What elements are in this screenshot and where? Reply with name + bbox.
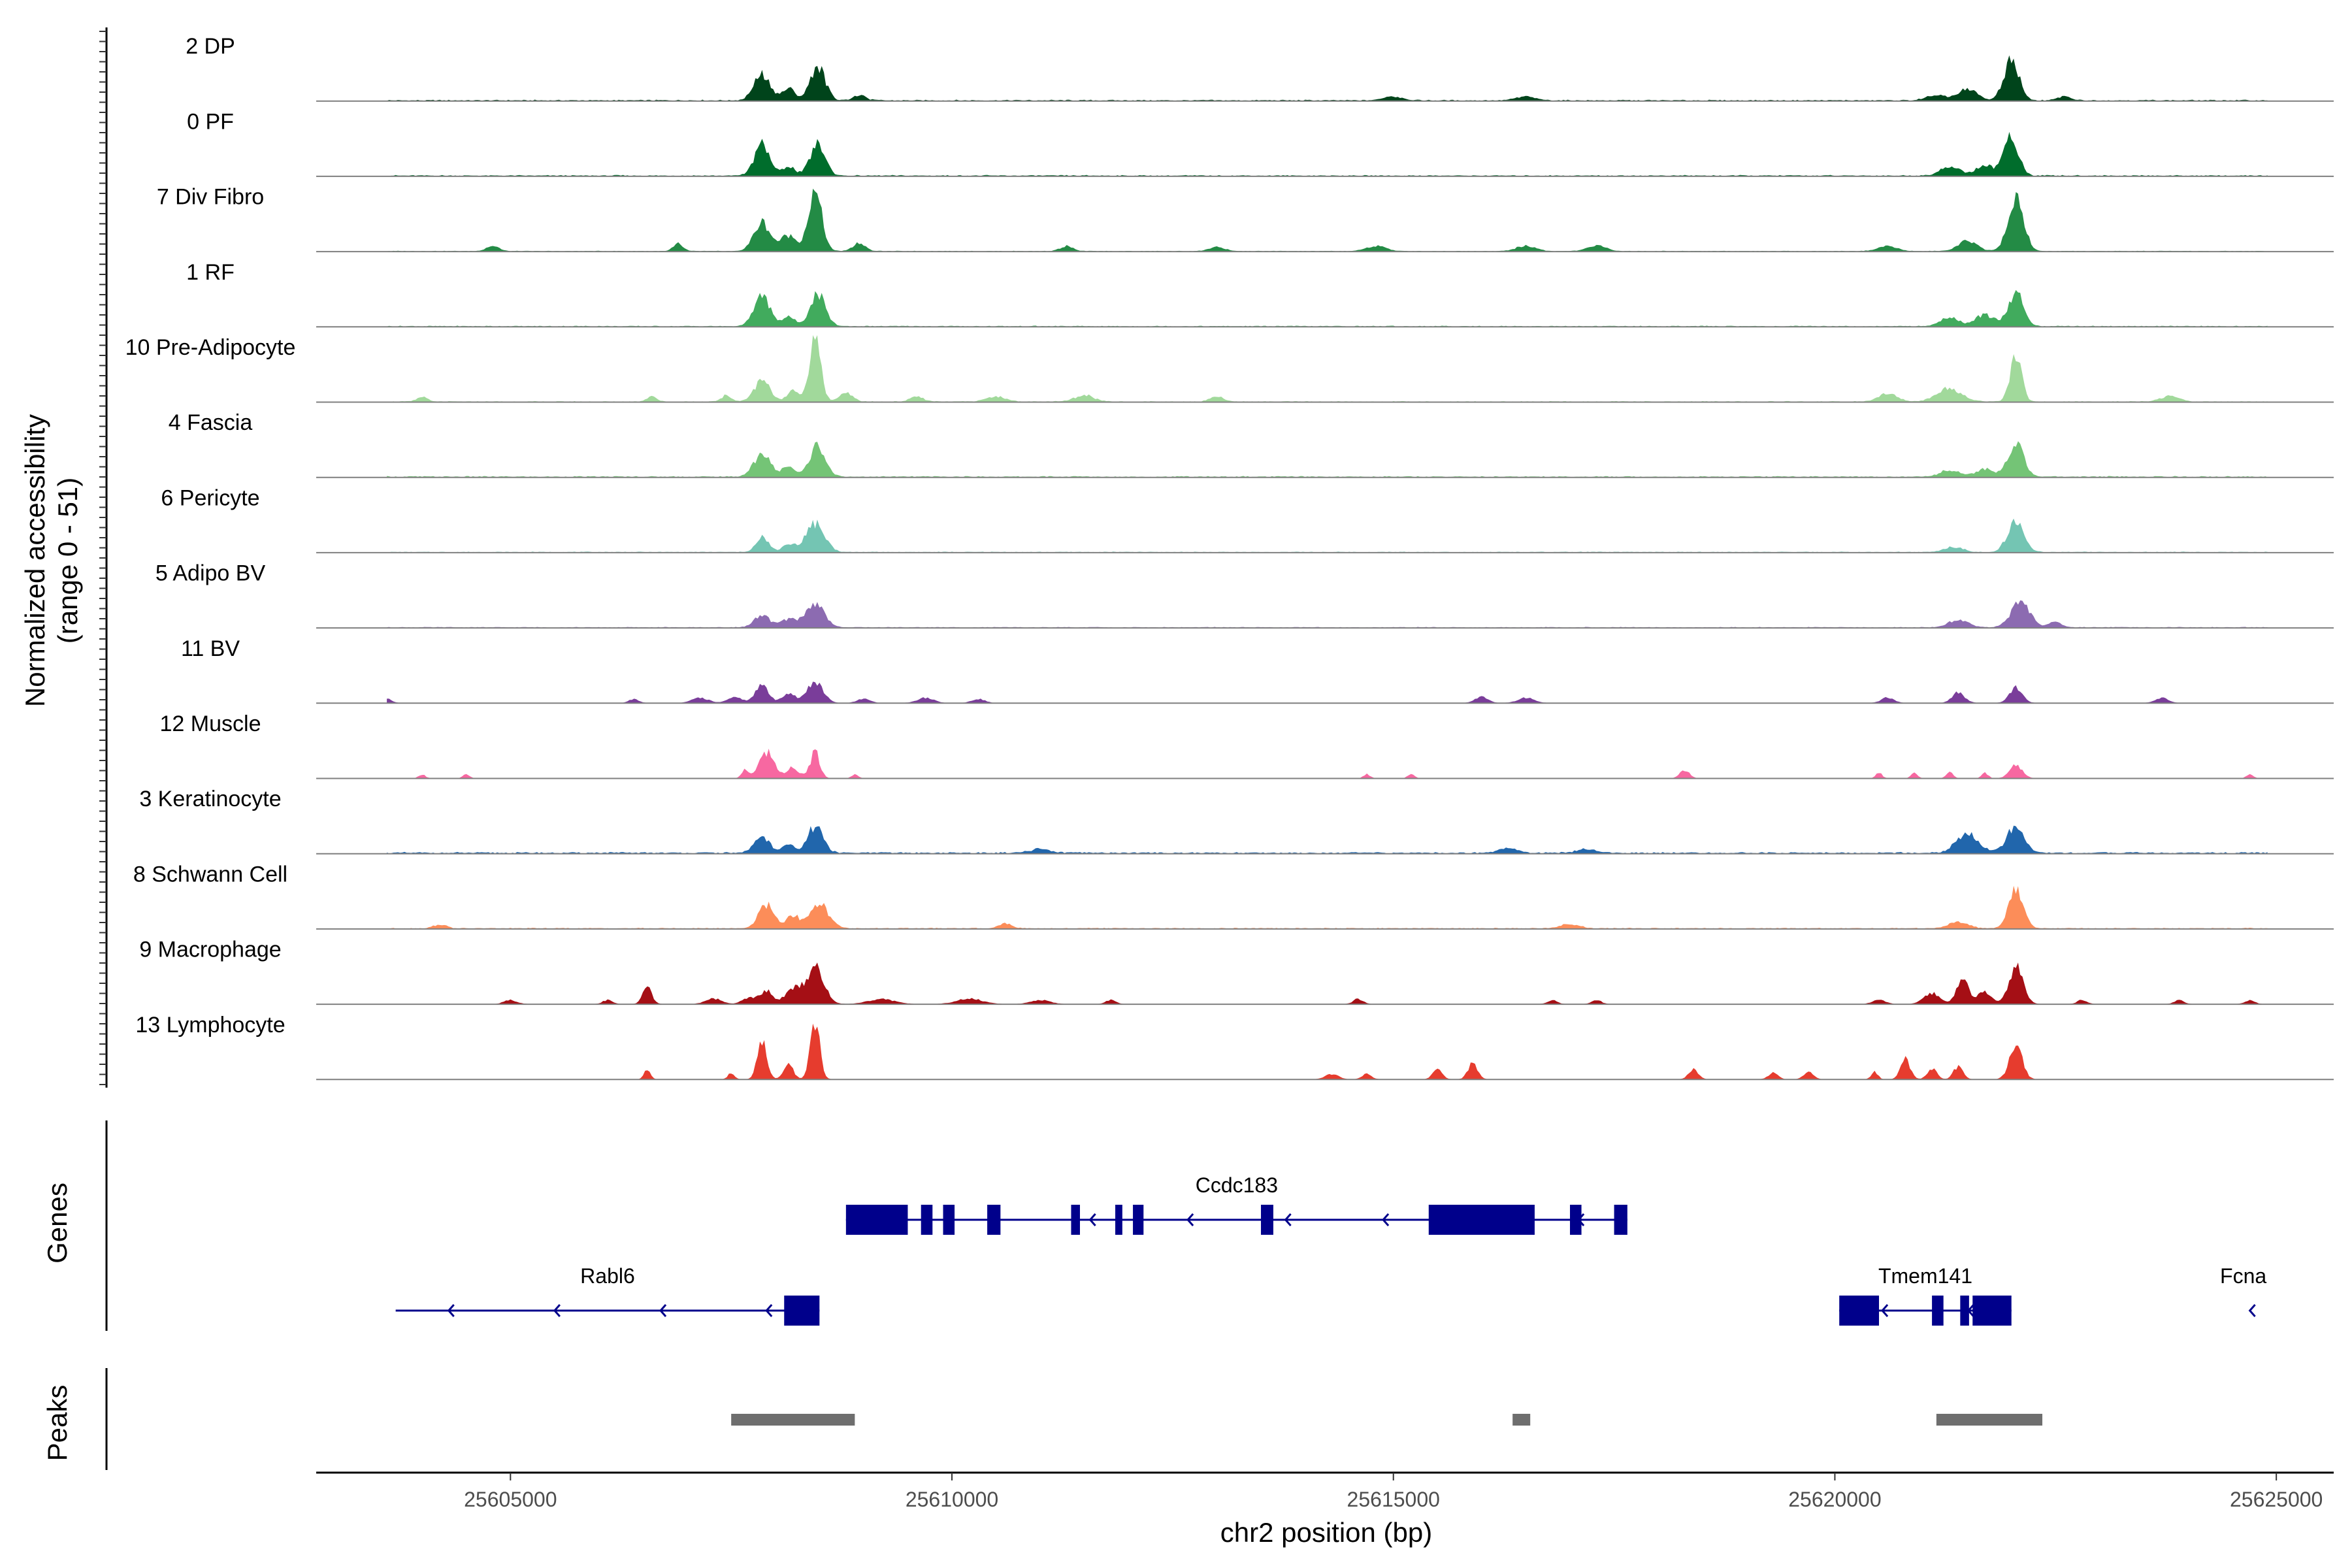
track-6-pericyte: 6 Pericyte (161, 485, 2334, 553)
coverage-area (387, 681, 2268, 703)
coverage-area (387, 1023, 2268, 1079)
genes-track: Ccdc183 Rabl6 Tmem141 Fcna (105, 1120, 2266, 1331)
exon-block (1115, 1205, 1122, 1235)
strand-arrow (1186, 1213, 1194, 1226)
coverage-area (387, 885, 2268, 929)
exon-block (1839, 1296, 1880, 1326)
coverage-area (387, 131, 2268, 176)
track-2-dp: 2 DP (186, 34, 2334, 102)
coverage-area (387, 289, 2268, 327)
coverage-area (387, 441, 2268, 478)
track-label: 2 DP (186, 34, 235, 59)
gene-label: Tmem141 (1878, 1264, 1972, 1288)
track-label: 5 Adipo BV (155, 561, 266, 586)
y-axis (99, 27, 108, 1088)
coverage-area (387, 748, 2268, 778)
exon-block (1570, 1205, 1582, 1235)
exon-block (921, 1205, 933, 1235)
track-label: 10 Pre-Adipocyte (125, 335, 296, 360)
peak-region (731, 1414, 855, 1426)
coverage-area (387, 825, 2268, 854)
exon-block (943, 1205, 955, 1235)
exon-block (1960, 1296, 1969, 1326)
strand-arrow (1881, 1304, 1889, 1317)
exon-block (1932, 1296, 1944, 1326)
gene-rabl6: Rabl6 (395, 1264, 820, 1326)
coverage-area (387, 600, 2268, 628)
y-axis-title: Normalized accessibility (20, 414, 50, 707)
exon-block (1428, 1205, 1535, 1235)
gene-fcna: Fcna (2220, 1264, 2266, 1317)
coverage-tracks: 2 DP 0 PF 7 Div Fibro 1 RF 10 Pre-Adipocyte 4… (125, 34, 2334, 1081)
strand-arrow (765, 1304, 773, 1317)
track-label: 0 PF (187, 109, 234, 134)
strand-arrow (447, 1304, 455, 1317)
track-label: 3 Keratinocyte (139, 787, 281, 811)
track-11-bv: 11 BV (181, 636, 2334, 704)
x-tick-label: 25610000 (906, 1488, 998, 1511)
track-label: 11 BV (181, 636, 240, 661)
peaks-track (105, 1368, 2043, 1470)
track-3-keratinocyte: 3 Keratinocyte (139, 787, 2334, 855)
track-9-macrophage: 9 Macrophage (139, 938, 2334, 1005)
exon-block (845, 1205, 908, 1235)
exon-block (1261, 1205, 1273, 1235)
peak-region (1512, 1414, 1531, 1426)
track-8-schwann-cell: 8 Schwann Cell (133, 862, 2334, 930)
exon-block (784, 1296, 820, 1326)
track-label: 12 Muscle (160, 711, 261, 736)
strand-arrow (659, 1304, 667, 1317)
gene-label: Rabl6 (580, 1264, 635, 1288)
track-label: 9 Macrophage (139, 938, 281, 962)
exon-block (1614, 1205, 1627, 1235)
exon-block (987, 1205, 1001, 1235)
x-tick-label: 25615000 (1347, 1488, 1440, 1511)
strand-arrow (1382, 1213, 1390, 1226)
coverage-area (387, 335, 2268, 402)
track-label: 7 Div Fibro (157, 185, 264, 210)
track-7-div-fibro: 7 Div Fibro (157, 185, 2334, 253)
track-10-pre-adipocyte: 10 Pre-Adipocyte (125, 335, 2334, 403)
track-label: 8 Schwann Cell (133, 862, 287, 887)
x-tick-label: 25625000 (2230, 1488, 2323, 1511)
strand-arrow (2248, 1304, 2256, 1317)
gene-label: Ccdc183 (1196, 1173, 1278, 1197)
peak-region (1936, 1414, 2043, 1426)
exon-block (1071, 1205, 1080, 1235)
track-4-fascia: 4 Fascia (169, 410, 2334, 478)
x-axis: 25605000 25610000 25615000 25620000 25625000 (316, 1471, 2334, 1511)
strand-arrow (1088, 1213, 1096, 1226)
x-axis-title: chr2 position (bp) (1220, 1517, 1433, 1548)
track-5-adipo-bv: 5 Adipo BV (155, 561, 2334, 629)
x-tick-label: 25620000 (1788, 1488, 1881, 1511)
coverage-area (387, 188, 2268, 252)
track-12-muscle: 12 Muscle (160, 711, 2334, 779)
track-1-rf: 1 RF (186, 260, 2334, 328)
gene-tmem141: Tmem141 (1839, 1264, 2012, 1326)
track-13-lymphocyte: 13 Lymphocyte (135, 1013, 2334, 1081)
exon-block (1133, 1205, 1144, 1235)
coverage-area (387, 55, 2268, 101)
track-0-pf: 0 PF (187, 109, 2334, 177)
x-tick-label: 25605000 (464, 1488, 557, 1511)
strand-arrow (1284, 1213, 1292, 1226)
track-label: 13 Lymphocyte (135, 1013, 285, 1037)
coverage-area (387, 962, 2268, 1004)
track-label: 6 Pericyte (161, 485, 259, 510)
strand-arrow (553, 1304, 561, 1317)
track-label: 1 RF (186, 260, 235, 285)
genes-track-label: Genes (42, 1183, 73, 1264)
exon-block (1972, 1296, 1980, 1326)
y-axis-range-label: (range 0 - 51) (52, 478, 83, 644)
track-label: 4 Fascia (169, 410, 253, 435)
coverage-area (387, 518, 2268, 553)
exon-block (1976, 1296, 2012, 1326)
peaks-track-label: Peaks (42, 1385, 73, 1462)
gene-label: Fcna (2220, 1264, 2266, 1288)
gene-ccdc183: Ccdc183 (845, 1173, 1627, 1235)
